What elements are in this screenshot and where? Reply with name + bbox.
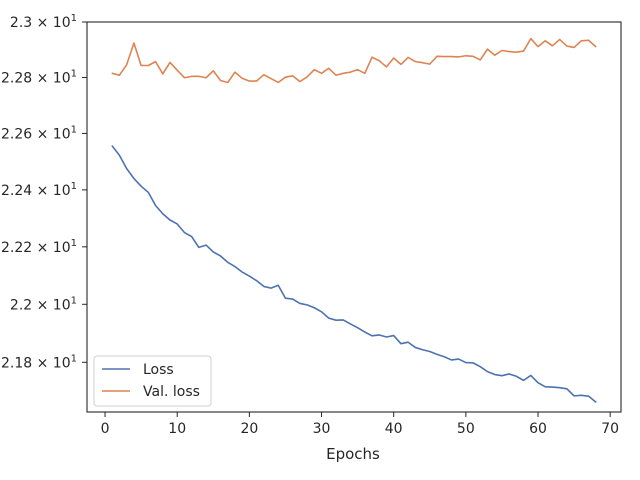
x-tick-label: 70 (601, 421, 619, 437)
y-tick-label: 2.3 × 101 (10, 13, 77, 31)
legend-label-val-loss: Val. loss (143, 384, 200, 400)
series-layer (111, 37, 597, 403)
axes-frame (86, 21, 622, 413)
x-axis-label: Epochs (326, 445, 380, 463)
y-tick-label: 2.22 × 101 (1, 238, 77, 256)
x-tick-label: 10 (168, 421, 186, 437)
x-axis: 0 10 20 30 40 50 60 70 (101, 412, 619, 437)
x-tick-label: 40 (385, 421, 403, 437)
y-tick-label: 2.28 × 101 (1, 68, 77, 86)
y-axis: 2.18 × 101 2.2 × 101 2.22 × 101 2.24 × 101 2… (1, 13, 87, 371)
y-tick-label: 2.24 × 101 (1, 181, 77, 199)
series-line-val-loss (111, 37, 597, 84)
y-tick-label: 2.18 × 101 (1, 353, 77, 371)
x-tick-label: 0 (101, 421, 110, 437)
x-tick-label: 60 (529, 421, 547, 437)
x-tick-label: 30 (313, 421, 331, 437)
y-tick-label: 2.26 × 101 (1, 124, 77, 142)
x-tick-label: 50 (457, 421, 475, 437)
x-tick-label: 20 (240, 421, 258, 437)
y-tick-label: 2.2 × 101 (10, 295, 77, 313)
legend: Loss Val. loss (93, 355, 212, 407)
legend-label-loss: Loss (143, 362, 174, 378)
series-line-loss (111, 145, 597, 403)
